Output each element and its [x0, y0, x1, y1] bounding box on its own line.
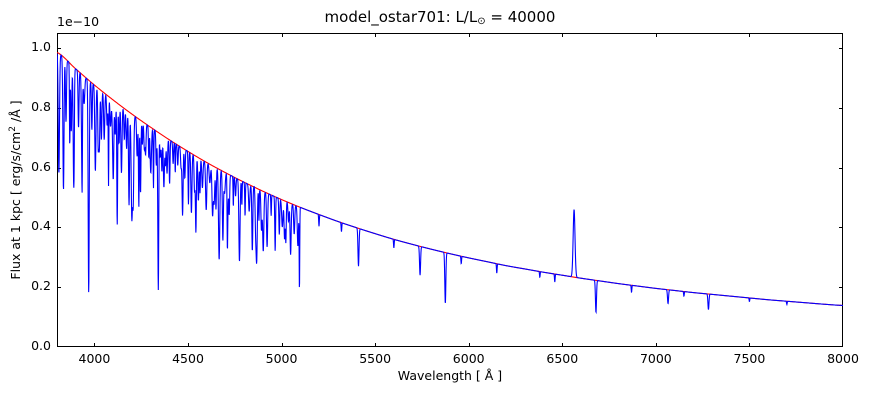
x-tick-label: 7000 — [639, 351, 672, 366]
y-tick-label: 0.6 — [31, 158, 51, 174]
y-axis-exponent-label: 1e−10 — [57, 14, 100, 29]
title-text-before: model_ostar701: L/L — [324, 8, 478, 26]
y-tick-label: 0.0 — [31, 338, 51, 353]
x-tick-label: 4500 — [172, 351, 204, 366]
x-tick-label: 5500 — [359, 351, 392, 366]
x-tick-label: 6000 — [452, 351, 485, 366]
axis-tick-marks — [57, 33, 843, 347]
x-tick-label: 7500 — [733, 351, 766, 366]
x-axis-label: Wavelength [ Å ] — [397, 368, 503, 383]
continuum-curve — [57, 51, 843, 306]
title-text-after: = 40000 — [485, 8, 556, 26]
x-tick-label: 8000 — [827, 351, 859, 366]
page-title: model_ostar701: L/L⊙ = 40000 — [0, 8, 880, 27]
y-tick-label: 0.8 — [31, 98, 51, 114]
plot-frame — [57, 33, 843, 347]
title-subscript: ⊙ — [477, 16, 486, 28]
y-tick-label: 0.2 — [31, 278, 51, 294]
x-tick-label: 5000 — [265, 351, 298, 366]
plot-axes — [57, 33, 843, 347]
x-tick-label: 6500 — [546, 351, 579, 366]
y-axis-label: Flux at 1 kpc [ erg/s/cm2 /Å ] — [8, 100, 24, 280]
x-tick-label: 4000 — [78, 351, 111, 366]
spectrum-curve — [57, 53, 843, 315]
y-tick-label: 0.4 — [31, 218, 51, 234]
spectrum-plot-svg — [57, 33, 843, 347]
y-tick-label: 1.0 — [31, 38, 51, 54]
